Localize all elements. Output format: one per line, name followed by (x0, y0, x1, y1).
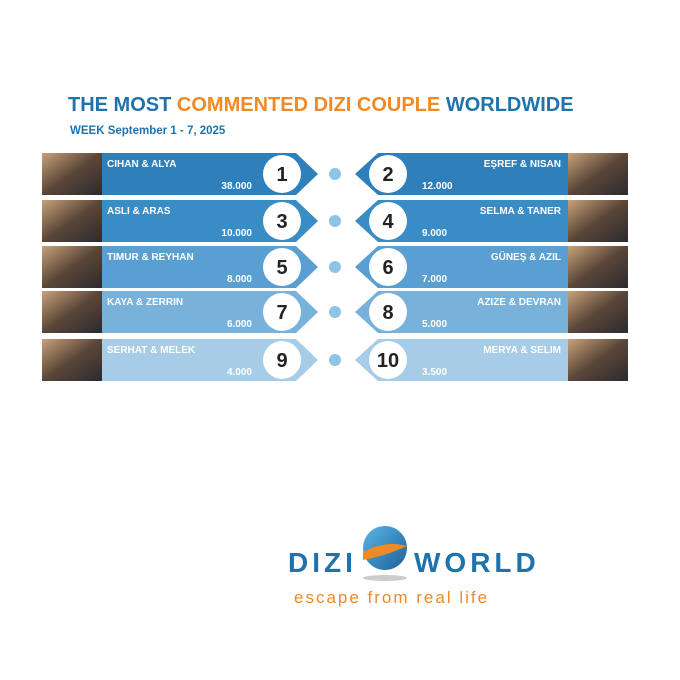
logo-swoosh (363, 544, 407, 560)
banner (355, 153, 628, 195)
couple-name: ASLI & ARAS (107, 206, 171, 217)
dot (329, 261, 341, 273)
rank: 1 (276, 164, 287, 186)
banner (355, 246, 628, 288)
comment-count: 8.000 (227, 274, 252, 285)
comment-count: 9.000 (422, 228, 447, 239)
title: THE MOST COMMENTED DIZI COUPLE WORLDWIDE (68, 94, 574, 116)
rank-badge (263, 341, 301, 379)
couple-name: MERYA & SELIM (483, 345, 561, 356)
photo (42, 200, 102, 242)
couple-name: GÜNEŞ & AZIL (491, 250, 561, 263)
rank: 2 (382, 164, 393, 186)
rank: 10 (377, 350, 399, 372)
photo (568, 339, 628, 381)
title-highlight: COMMENTED DIZI COUPLE (177, 94, 440, 116)
photo (568, 246, 628, 288)
logo-shadow (363, 575, 407, 581)
banner (42, 153, 318, 195)
rank-badge (263, 155, 301, 193)
title-end: WORLDWIDE (446, 94, 574, 116)
photo (568, 200, 628, 242)
comment-count: 38.000 (221, 181, 252, 192)
week: WEEK September 1 - 7, 2025 (70, 125, 226, 137)
couple-name: SELMA & TANER (480, 206, 562, 217)
tagline: escape from real life (294, 588, 489, 607)
banner (42, 200, 318, 242)
rank-badge (369, 341, 407, 379)
comment-count: 10.000 (221, 228, 252, 239)
couple-name: KAYA & ZERRIN (107, 297, 183, 308)
banner (355, 291, 628, 333)
comment-count: 3.500 (422, 367, 447, 378)
comment-count: 12.000 (422, 181, 453, 192)
banner (355, 339, 628, 381)
logo-left: DIZI (288, 547, 357, 578)
couple-name: AZIZE & DEVRAN (477, 297, 561, 308)
photo (42, 153, 102, 195)
rank-badge (369, 248, 407, 286)
comment-count: 4.000 (227, 367, 252, 378)
dot (329, 354, 341, 366)
comment-count: 5.000 (422, 319, 447, 330)
photo (42, 339, 102, 381)
photo (42, 246, 102, 288)
rank-badge (369, 293, 407, 331)
rank: 3 (276, 211, 287, 233)
dot (329, 306, 341, 318)
banner (42, 246, 318, 288)
dot (329, 215, 341, 227)
logo: DIZI WORLD escape from real life (288, 526, 540, 607)
rank: 8 (382, 302, 393, 324)
title-start: THE MOST (68, 94, 171, 116)
comment-count: 7.000 (422, 274, 447, 285)
banner (42, 291, 318, 333)
rank: 6 (382, 257, 393, 279)
couple-name: EŞREF & NISAN (484, 159, 561, 170)
photo (568, 291, 628, 333)
rank: 4 (382, 211, 394, 233)
rank: 5 (276, 257, 287, 279)
photo (42, 291, 102, 333)
rank-badge (263, 248, 301, 286)
banner (42, 339, 318, 381)
couple-name: SERHAT & MELEK (107, 345, 196, 356)
rank-badge (263, 202, 301, 240)
rank: 7 (276, 302, 287, 324)
couple-name: CIHAN & ALYA (107, 159, 176, 170)
logo-right: WORLD (414, 547, 540, 578)
couple-name: TIMUR & REYHAN (107, 252, 194, 263)
comment-count: 6.000 (227, 319, 252, 330)
rank-badge (369, 202, 407, 240)
rank-badge (263, 293, 301, 331)
photo (568, 153, 628, 195)
rank-badge (369, 155, 407, 193)
rank: 9 (276, 350, 287, 372)
banner (355, 200, 628, 242)
dot (329, 168, 341, 180)
